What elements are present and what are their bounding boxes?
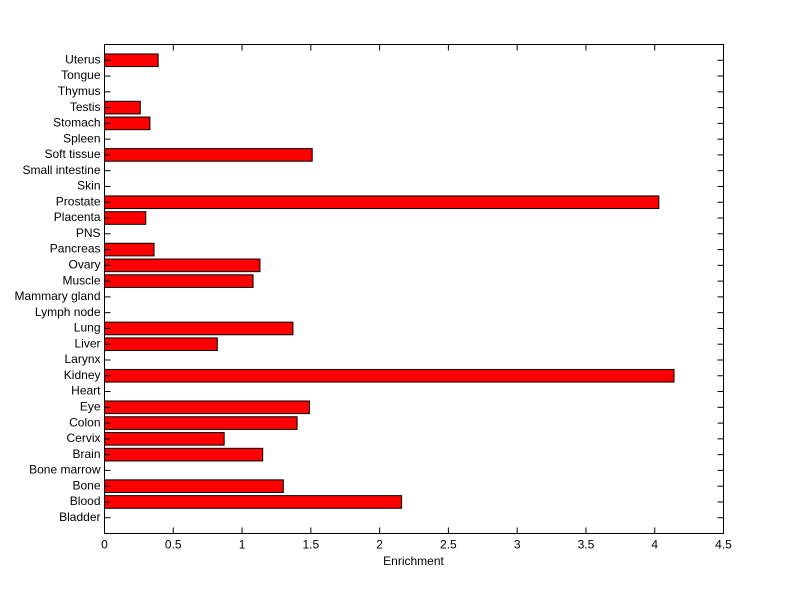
bar: [104, 447, 264, 462]
y-tick-label: Tongue: [61, 68, 101, 82]
y-tick-label: Heart: [71, 384, 101, 398]
bar: [104, 148, 313, 162]
bar: [104, 116, 151, 131]
y-tick-label: Testis: [70, 100, 101, 114]
y-tick-label: Bladder: [59, 510, 100, 524]
bar: [104, 479, 284, 493]
y-tick-label: Brain: [72, 447, 100, 461]
y-tick-label: Soft tissue: [44, 147, 100, 161]
y-tick-label: Thymus: [58, 84, 101, 98]
x-tick-label: 2.5: [440, 538, 457, 552]
x-tick-label: 3.5: [578, 538, 595, 552]
y-tick-label: Uterus: [65, 52, 100, 66]
y-tick-label: Muscle: [62, 273, 100, 287]
y-tick-label: Larynx: [64, 352, 100, 366]
y-tick-label: Ovary: [68, 258, 100, 272]
y-tick-label: Bone marrow: [29, 463, 101, 477]
x-tick-label: 4: [651, 538, 658, 552]
bar: [104, 274, 254, 288]
y-tick-label: Blood: [70, 494, 101, 508]
bar: [104, 495, 403, 509]
y-tick-label: Stomach: [53, 116, 100, 130]
y-tick-label: Mammary gland: [14, 289, 100, 303]
bar: [104, 242, 155, 257]
y-tick-label: Lymph node: [35, 305, 101, 319]
y-tick-label: Placenta: [54, 210, 101, 224]
x-tick-label: 2: [376, 538, 383, 552]
y-tick-label: Prostate: [56, 194, 101, 208]
x-tick-label: 1.5: [302, 538, 319, 552]
bar: [104, 368, 675, 383]
y-tick-label: Cervix: [66, 431, 100, 445]
plot-frame: [104, 44, 724, 534]
bar: [104, 53, 159, 68]
bar: [104, 337, 218, 352]
y-tick-label: Pancreas: [50, 242, 101, 256]
y-tick-label: Eye: [80, 399, 101, 413]
bar: [104, 258, 261, 273]
y-tick-label: Kidney: [64, 368, 101, 382]
bar: [104, 195, 660, 210]
y-tick-label: Skin: [77, 179, 100, 193]
x-tick-label: 0.5: [165, 538, 182, 552]
x-tick-label: 0: [101, 538, 108, 552]
bar: [104, 416, 298, 430]
bar: [104, 432, 225, 446]
y-tick-label: Small intestine: [22, 163, 100, 177]
bar: [104, 400, 310, 415]
y-tick-label: Lung: [74, 321, 101, 335]
x-tick-label: 1: [239, 538, 246, 552]
x-tick-label: 3: [514, 538, 521, 552]
y-tick-label: Bone: [72, 478, 100, 492]
y-tick-label: Liver: [74, 336, 100, 350]
x-tick-label: 4.5: [715, 538, 732, 552]
bar: [104, 211, 147, 225]
y-tick-label: Spleen: [63, 131, 100, 145]
bar: [104, 321, 294, 336]
y-tick-label: PNS: [76, 226, 101, 240]
y-tick-label: Colon: [69, 415, 100, 429]
x-axis-label: Enrichment: [383, 554, 444, 568]
